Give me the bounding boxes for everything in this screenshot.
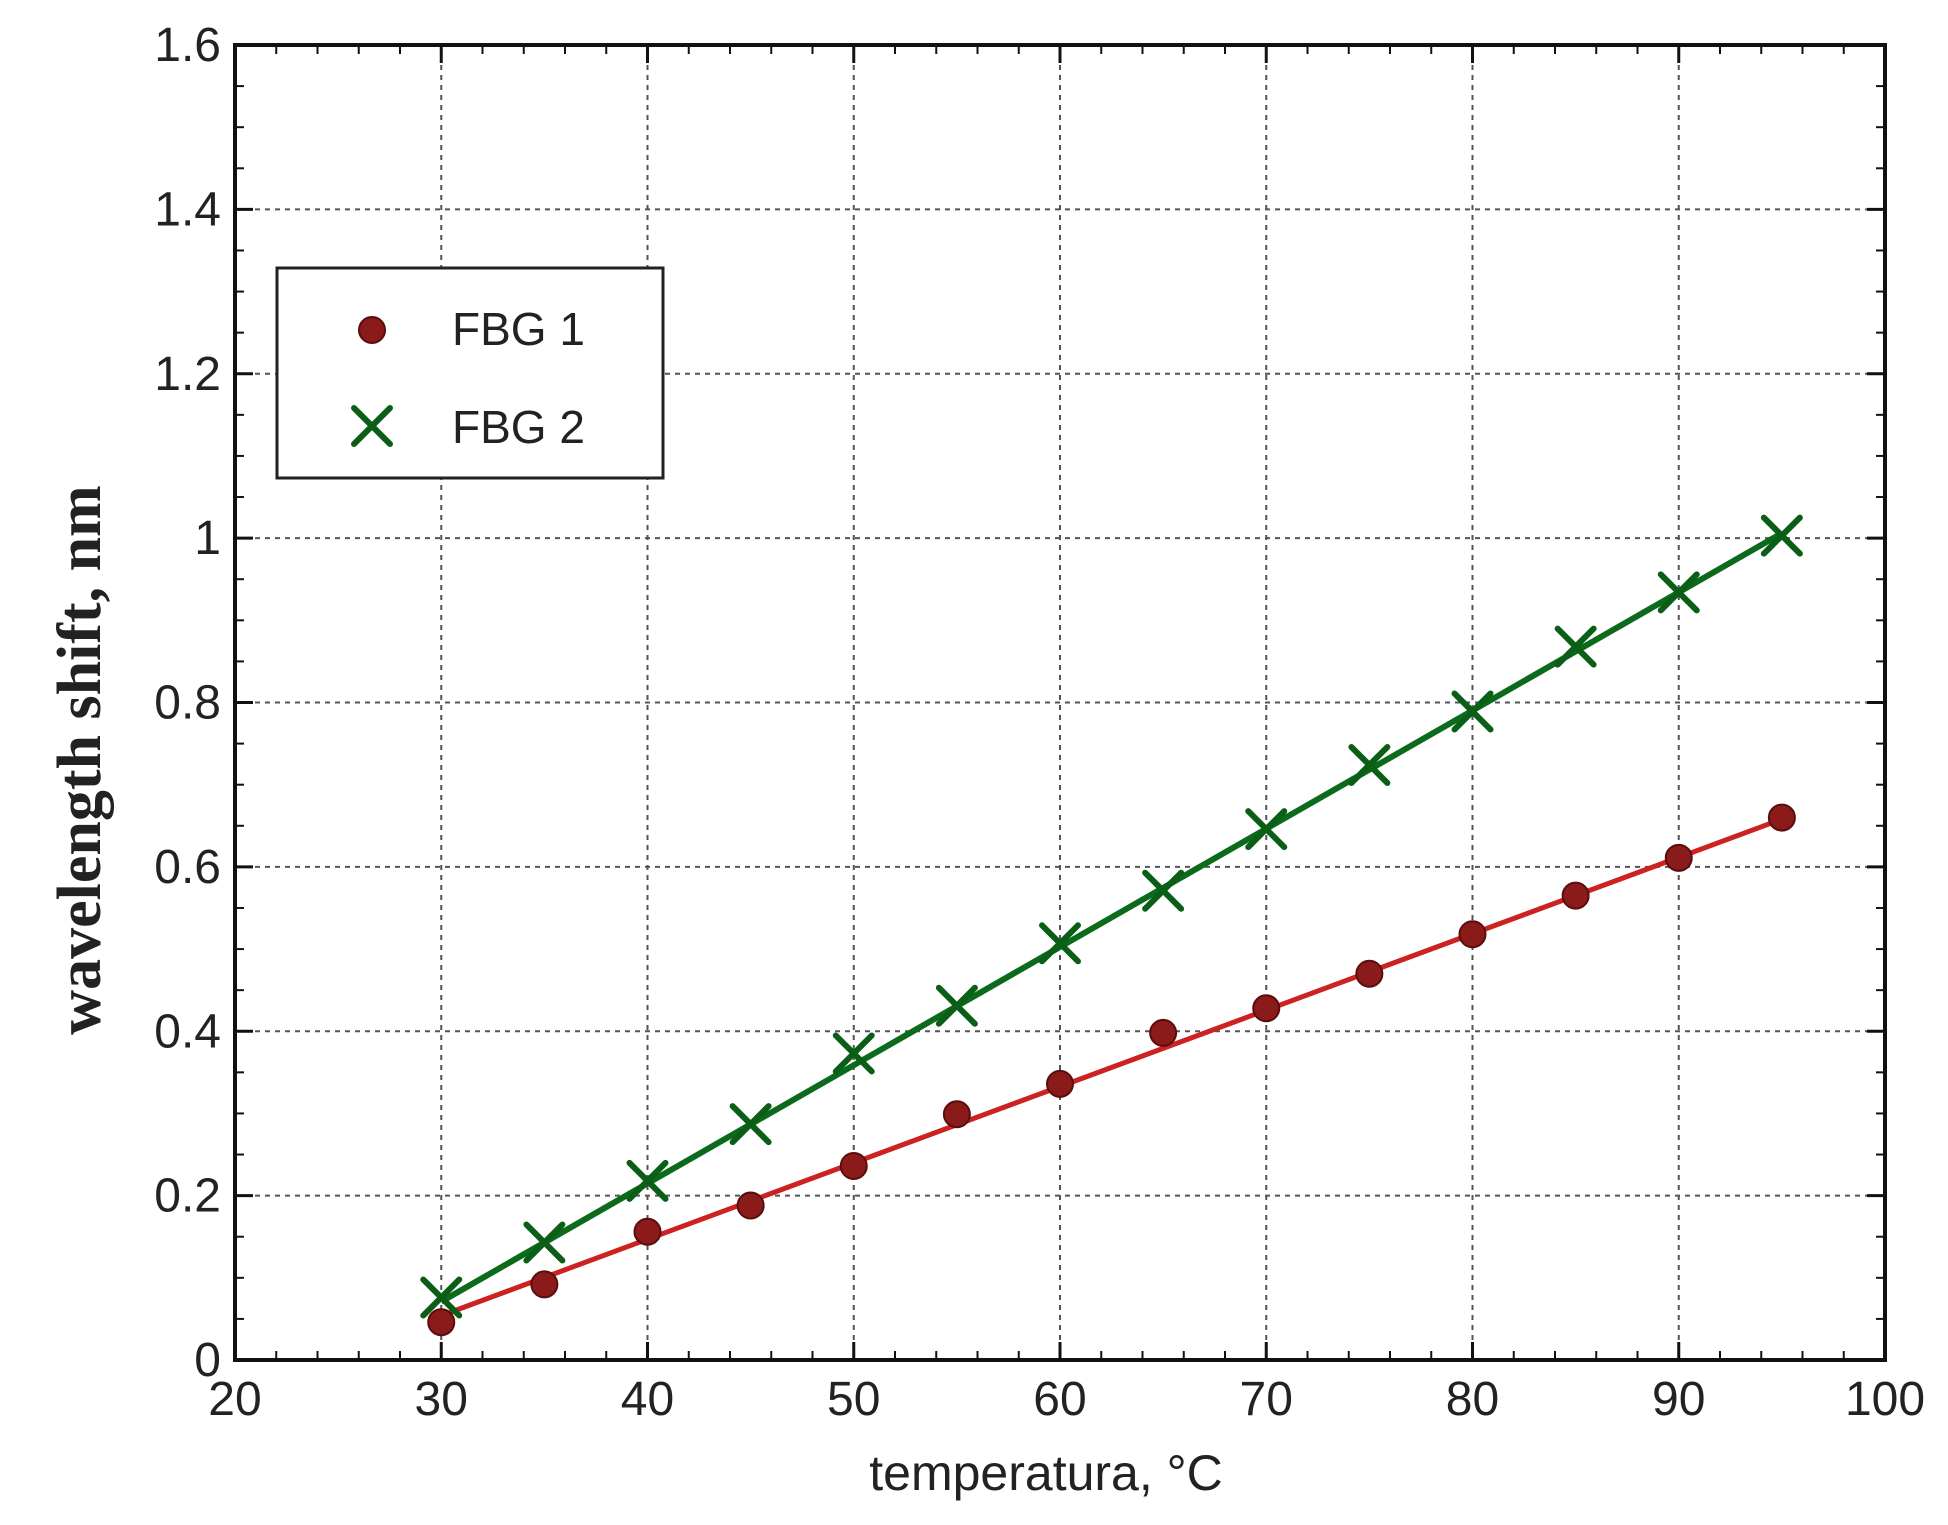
fbg2-point [1554, 625, 1597, 668]
fbg2-marker-stroke [1039, 922, 1081, 965]
fbg2-point [523, 1221, 566, 1264]
x-tick-label: 20 [208, 1373, 261, 1426]
fbg2-marker-stroke [1245, 808, 1288, 851]
fbg1-point [1767, 803, 1796, 832]
fbg2-point [935, 984, 978, 1027]
fbg2-marker-stroke [523, 1221, 566, 1264]
fbg1-point [736, 1191, 765, 1220]
x-tick-label: 100 [1845, 1373, 1925, 1426]
x-tick-label: 90 [1652, 1373, 1705, 1426]
fbg2-marker-stroke [832, 1032, 875, 1075]
fbg2-marker-stroke [1657, 571, 1700, 614]
fbg2-legend-symbol [351, 405, 393, 447]
fbg2-point [1142, 869, 1185, 912]
fbg1-point [839, 1152, 868, 1181]
fbg2-point [1760, 514, 1803, 557]
fbg1-point [1355, 959, 1384, 988]
y-axis-title: wavelength shift, nm [46, 485, 114, 1034]
legend: FBG 1 FBG 2 [275, 266, 665, 480]
fbg2-point [832, 1032, 875, 1075]
fbg2-point [420, 1276, 463, 1319]
fbg1-point [633, 1217, 662, 1246]
legend-box [275, 266, 665, 480]
fbg2-point [729, 1103, 772, 1146]
fbg1-point [1664, 843, 1693, 872]
axes [233, 43, 1887, 1362]
fbg2-marker-stroke [729, 1103, 772, 1146]
tick-labels: 20 30 40 50 60 70 80 90 100 0 0.2 0.4 0.6 0.8 1 1.2 1.4 1… [154, 19, 1925, 1426]
fbg2-point [626, 1159, 669, 1202]
legend-label-fbg2: FBG 2 [452, 401, 585, 453]
y-tick-label: 1.6 [154, 19, 221, 72]
y-tick-label: 0.6 [154, 841, 221, 894]
fbg1-point [1252, 994, 1281, 1023]
fbg2-marker-stroke [626, 1159, 669, 1202]
y-tick-label: 1.2 [154, 348, 221, 401]
fbg2-marker-stroke [1760, 514, 1803, 557]
fbg1-point [1458, 920, 1487, 949]
fbg2-point [1039, 922, 1081, 965]
legend-marker-fbg2 [351, 405, 393, 447]
y-tick-label: 0 [194, 1334, 221, 1387]
fbg2-point [1451, 690, 1494, 733]
x-tick-label: 40 [621, 1373, 674, 1426]
y-tick-label: 1.4 [154, 183, 221, 236]
fbg2-marker-stroke [420, 1276, 463, 1319]
x-tick-label: 30 [415, 1373, 468, 1426]
fbg1-point [427, 1308, 456, 1337]
fbg2-marker-stroke [351, 405, 393, 447]
fbg1-point [942, 1100, 971, 1129]
fbg2-point [1657, 571, 1700, 614]
y-tick-label: 0.2 [154, 1170, 221, 1223]
fbg1-point [530, 1270, 559, 1299]
fbg1-legend-symbol [358, 316, 386, 344]
grid [235, 45, 1885, 1360]
fbg2-point [1348, 743, 1391, 786]
legend-label-fbg1: FBG 1 [452, 303, 585, 355]
fbg1-fit-line [440, 816, 1783, 1318]
y-tick-label: 0.4 [154, 1005, 221, 1058]
x-tick-label: 60 [1033, 1373, 1086, 1426]
x-tick-label: 70 [1240, 1373, 1293, 1426]
x-tick-label: 80 [1446, 1373, 1499, 1426]
fbg2-marker-stroke [1554, 625, 1597, 668]
fbg2-marker-stroke [935, 984, 978, 1027]
data-markers [420, 514, 1803, 1337]
fbg1-point [1561, 881, 1590, 910]
y-tick-label: 0.8 [154, 677, 221, 730]
x-tick-label: 50 [827, 1373, 880, 1426]
fbg2-marker-stroke [1451, 690, 1494, 733]
y-tick-label: 1 [194, 512, 221, 565]
fbg2-marker-stroke [1348, 743, 1391, 786]
legend-marker-fbg1 [358, 316, 386, 344]
fbg1-point [1149, 1018, 1178, 1047]
fbg1-point [1046, 1069, 1074, 1098]
fbg2-point [1245, 808, 1288, 851]
fbg2-marker-stroke [1142, 869, 1185, 912]
x-axis-title: temperatura, °C [869, 1445, 1222, 1501]
